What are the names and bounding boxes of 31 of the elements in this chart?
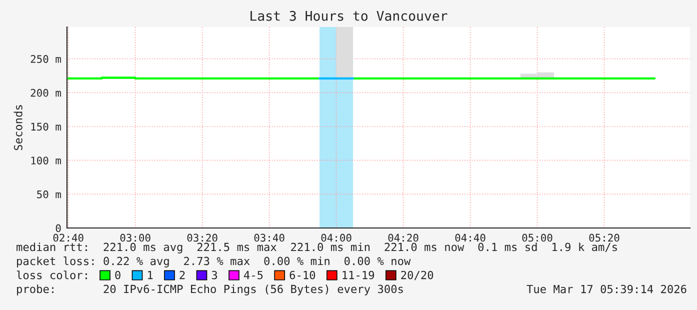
x-tick-label: 02:40 [53,234,84,242]
bar [336,27,354,78]
legend-label: 4-5 [244,270,263,280]
y-tick-label: 150 m [31,122,61,131]
text: Tue Mar 17 05:39:14 2026 [526,284,686,294]
legend-label: 11-19 [342,270,374,280]
y-tick-label: 100 m [31,156,61,164]
y-tick-label: 200 m [30,88,61,97]
x-tick-label: 04:20 [388,234,418,242]
text: probe: 20 IPv6-ICMP Echo Pings (56 Bytes) every 300s [17,284,403,296]
y-tick-label: 0 [56,224,61,232]
x-tick-label: 03:00 [120,234,150,242]
legend-label: 3 [212,270,218,280]
legend-label: 20/20 [401,270,434,280]
text: packet loss: 0.22 % avg 2.73 % max 0.00 % min 0.00 % now [17,256,411,268]
text: loss color: [16,270,87,280]
y-tick-label: 50 m [37,190,61,198]
x-tick-label: 03:40 [254,234,284,242]
legend-label: 6-10 [290,270,316,280]
y-axis-title: Seconds [14,105,22,150]
text: median rtt: 221.0 ms avg 221.5 ms max 221.0 ms min 221.0 ms now 0.1 ms sd 1.9 k am/s [16,242,617,254]
chart-title: Last 3 Hours to Vancouver [250,10,448,21]
legend-label: 0 [115,270,120,280]
y-tick-label: 250 m [30,55,61,63]
legend-label: 1 [148,270,153,280]
legend-label: 2 [180,270,185,280]
x-tick-label: 05:00 [522,234,552,242]
x-tick-label: 03:20 [187,234,218,242]
x-tick-label: 05:20 [589,234,620,242]
x-tick-label: 04:00 [321,234,352,242]
x-tick-label: 04:40 [455,234,486,242]
